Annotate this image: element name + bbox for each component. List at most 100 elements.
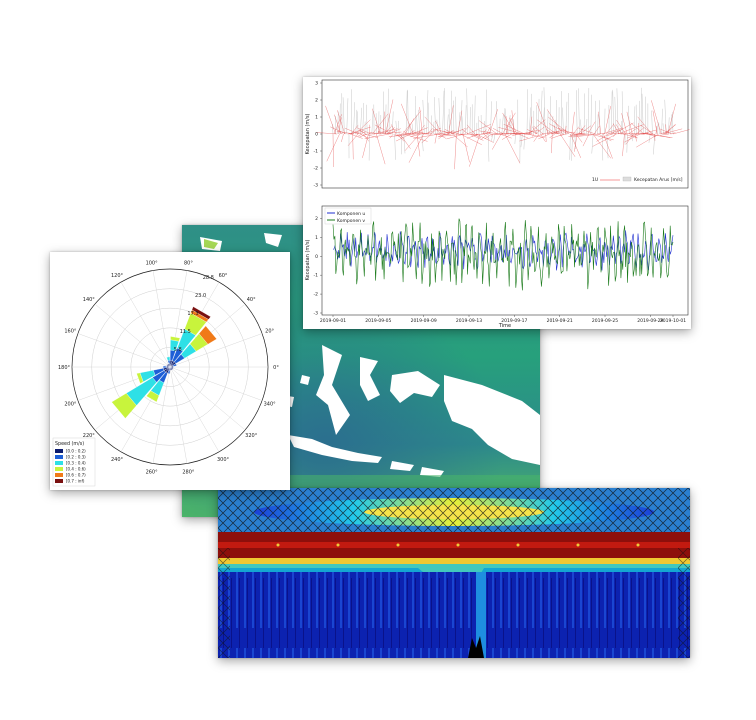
red-arrow bbox=[527, 133, 545, 138]
red-arrow bbox=[352, 133, 354, 160]
red-arrow bbox=[558, 127, 575, 135]
red-arrow bbox=[501, 133, 512, 140]
red-arrow bbox=[568, 133, 592, 137]
red-arrow bbox=[401, 103, 414, 135]
red-arrow bbox=[351, 125, 359, 135]
gray-arrow bbox=[580, 119, 582, 135]
rose-bar-200-3 bbox=[136, 372, 144, 384]
rose-legend-label: [0.7 : inf) bbox=[66, 479, 85, 484]
gray-arrow bbox=[670, 114, 672, 135]
gray-arrow bbox=[567, 93, 569, 135]
red-arrow bbox=[549, 133, 555, 139]
red-arrow bbox=[598, 111, 601, 135]
red-arrow bbox=[388, 133, 416, 137]
red-arrow bbox=[592, 133, 617, 147]
rose-legend-label: [0.4 : 0.6) bbox=[66, 467, 86, 472]
red-arrow bbox=[518, 133, 529, 139]
arrows-ytick-label: -1 bbox=[314, 149, 319, 155]
rose-angle-label: 60° bbox=[219, 273, 228, 279]
red-arrow bbox=[613, 122, 634, 135]
red-arrow bbox=[659, 128, 672, 135]
red-arrow bbox=[454, 133, 457, 170]
arrows-legend-label: Kecepatan Arus [m/s] bbox=[634, 177, 683, 183]
gray-arrow bbox=[395, 120, 398, 135]
rose-grid bbox=[71, 268, 269, 466]
red-arrow bbox=[413, 131, 429, 135]
red-arrow bbox=[504, 133, 521, 164]
gray-arrow bbox=[455, 96, 457, 135]
gray-arrow bbox=[355, 109, 358, 135]
red-arrow bbox=[582, 133, 590, 147]
gray-arrow bbox=[583, 93, 586, 135]
scalogram-card bbox=[218, 488, 690, 658]
red-arrow bbox=[559, 133, 576, 157]
red-arrow bbox=[526, 129, 538, 135]
red-arrow bbox=[622, 133, 625, 157]
rose-angle-labels: 0° 20° 40° 60° 80° 100° 120° 140° 160° 180° 200° 22… bbox=[58, 261, 279, 476]
red-arrow bbox=[347, 133, 359, 146]
component-line-v bbox=[332, 218, 674, 291]
red-arrow bbox=[554, 133, 562, 135]
gray-arrow bbox=[438, 98, 441, 135]
rose-bar-80-3 bbox=[170, 336, 181, 342]
red-arrow bbox=[578, 132, 587, 135]
red-arrow bbox=[570, 133, 581, 158]
rose-bar-100-2 bbox=[166, 356, 171, 361]
red-arrow bbox=[503, 124, 525, 135]
red-arrow bbox=[369, 132, 382, 135]
gray-arrow bbox=[385, 104, 387, 135]
red-arrow bbox=[405, 118, 415, 135]
red-arrow bbox=[394, 133, 407, 136]
red-arrow bbox=[325, 105, 336, 135]
gray-arrow bbox=[616, 88, 619, 135]
rose-angle-label: 200° bbox=[64, 401, 77, 407]
rose-radial-label: 28.8 bbox=[203, 275, 214, 281]
gray-arrow bbox=[653, 133, 655, 155]
red-arrow bbox=[617, 124, 644, 135]
gray-arrow bbox=[342, 97, 345, 135]
components-yticks: 2 1 0 -1 -2 -3 bbox=[314, 216, 322, 317]
rose-bar-180-1 bbox=[163, 365, 167, 369]
component-lines bbox=[332, 218, 674, 291]
timeseries-card: 3 2 1 0 -1 -2 -3 Kecepatan (m/s) 1U Kecepatan … bbox=[303, 77, 691, 329]
red-arrow bbox=[433, 128, 456, 135]
red-arrow bbox=[337, 110, 345, 135]
red-arrow bbox=[649, 133, 671, 138]
red-arrow bbox=[461, 129, 469, 135]
quiver-key-label: 1U bbox=[592, 177, 598, 183]
gray-arrow bbox=[466, 88, 468, 135]
gray-arrow bbox=[590, 94, 592, 135]
red-arrow bbox=[603, 133, 613, 159]
gray-arrow bbox=[540, 90, 543, 135]
rose-spoke-1 bbox=[169, 333, 263, 368]
red-arrow bbox=[637, 116, 653, 135]
gray-arrow bbox=[641, 93, 644, 135]
gray-arrow bbox=[658, 122, 660, 135]
gray-arrow bbox=[461, 116, 464, 135]
red-arrow bbox=[408, 133, 424, 163]
gray-arrow bbox=[360, 107, 362, 135]
gray-arrow bbox=[535, 105, 538, 135]
red-arrow bbox=[596, 133, 609, 142]
components-xtick-label: 2019-09-29 bbox=[637, 318, 663, 324]
red-arrow bbox=[359, 133, 368, 138]
gray-arrow bbox=[442, 90, 445, 135]
arrows-yticks: 3 2 1 0 -1 -2 -3 bbox=[314, 81, 322, 189]
gray-arrow bbox=[504, 108, 507, 135]
gray-arrow bbox=[598, 100, 601, 135]
red-arrow bbox=[486, 126, 491, 135]
red-arrow bbox=[564, 131, 584, 135]
red-arrow bbox=[374, 124, 393, 135]
components-xticks: 2019-09-01 2019-09-05 2019-09-09 2019-09-13… bbox=[320, 315, 686, 324]
rose-bar-240-3 bbox=[146, 390, 160, 403]
red-arrow bbox=[338, 117, 342, 135]
red-arrow bbox=[364, 133, 378, 138]
red-arrow bbox=[672, 129, 690, 135]
components-xtick-label: 2019-10-01 bbox=[660, 318, 686, 324]
gray-arrow bbox=[578, 88, 580, 135]
red-arrow bbox=[571, 111, 575, 135]
components-xtick-label: 2019-09-01 bbox=[320, 318, 346, 324]
gray-arrow bbox=[591, 133, 594, 154]
gray-arrow bbox=[569, 133, 571, 160]
red-arrow bbox=[419, 107, 423, 135]
